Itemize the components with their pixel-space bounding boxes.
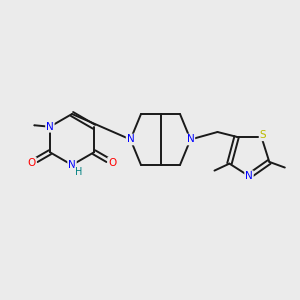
Text: O: O xyxy=(28,158,36,168)
Text: N: N xyxy=(127,134,134,145)
Text: H: H xyxy=(75,167,82,177)
Text: N: N xyxy=(245,171,253,181)
Text: N: N xyxy=(46,122,54,132)
Text: O: O xyxy=(108,158,116,168)
Text: N: N xyxy=(187,134,194,145)
Text: N: N xyxy=(68,160,76,170)
Text: S: S xyxy=(260,130,266,140)
